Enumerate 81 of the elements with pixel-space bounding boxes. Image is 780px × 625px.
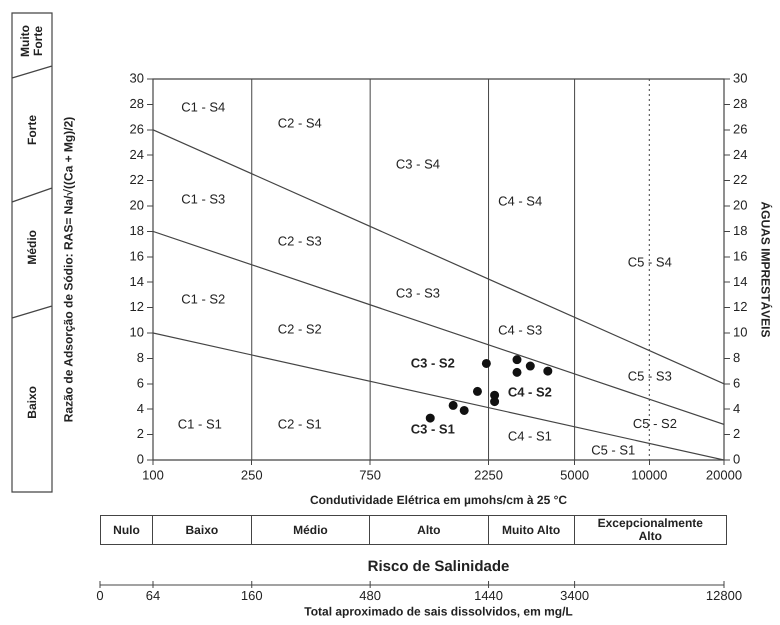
- x-tick-label: 250: [240, 467, 263, 482]
- annotation: C3 - S2: [410, 356, 455, 371]
- x-tick-label: 750: [359, 467, 381, 482]
- text: Muito Alto: [488, 515, 575, 545]
- annotation: C5 - S3: [628, 368, 672, 384]
- annotation: C2 - S2: [278, 322, 322, 337]
- annotation: C3 - S1: [410, 421, 455, 436]
- text: Baixo: [153, 515, 252, 545]
- text: Médio: [24, 230, 38, 264]
- text: Forte: [24, 115, 38, 145]
- y2-tick-label: 24: [733, 146, 748, 162]
- annotation: C2 - S4: [278, 116, 322, 131]
- annotation: C4 - S2: [508, 384, 552, 400]
- text: Baixo: [24, 386, 38, 418]
- y-tick-label: 30: [130, 70, 144, 86]
- y2-tick-label: 28: [733, 96, 748, 111]
- y-tick-label: 4: [136, 400, 144, 416]
- y2-axis-title: ÁGUAS IMPRESTÁVEIS: [758, 201, 772, 338]
- y-tick-label: 16: [130, 248, 144, 264]
- y-tick-label: 24: [130, 146, 144, 162]
- x-tick-label: 20000: [706, 467, 742, 482]
- annotation: C2 - S3: [278, 234, 322, 249]
- y2-tick-label: 30: [733, 70, 748, 86]
- y2-tick-label: 6: [733, 375, 740, 390]
- text: Médio: [252, 515, 370, 545]
- text: 12800: [706, 588, 742, 604]
- y-tick-label: 2: [136, 426, 144, 442]
- x-tick-label: 10000: [631, 467, 668, 482]
- y-tick-label: 14: [130, 274, 144, 289]
- text: Muito Forte: [18, 24, 45, 60]
- y-axis-title: Razão de Adsorção de Sódio: RAS= Na/√((Ca + Mg)/2): [62, 116, 76, 422]
- annotation: C3 - S3: [396, 285, 440, 300]
- y2-tick-label: 0: [733, 452, 740, 467]
- x-tick-label: 2250: [474, 467, 504, 482]
- text: Excepcionalmente Alto: [574, 515, 727, 545]
- annotation: C1 - S1: [178, 416, 222, 432]
- y-tick-label: 26: [130, 121, 144, 136]
- y2-tick-label: 16: [733, 248, 748, 264]
- y-tick-label: 0: [136, 452, 144, 467]
- y2-tick-label: 20: [733, 198, 748, 213]
- x-tick-label: 5000: [560, 467, 590, 482]
- annotation: C5 - S4: [628, 254, 672, 270]
- x-axis-title: Condutividade Elétrica em µmohs/cm à 25 °C: [310, 493, 568, 508]
- y2-tick-label: 8: [733, 350, 740, 365]
- text: 64: [146, 588, 160, 604]
- y-tick-label: 8: [136, 350, 144, 365]
- annotation: C4 - S3: [498, 322, 542, 338]
- text: Total aproximado de sais dissolvidos, em mg/L: [304, 604, 573, 618]
- x-tick-label: 100: [142, 467, 164, 482]
- annotation: C2 - S1: [278, 416, 322, 432]
- annotation: C5 - S1: [591, 442, 636, 458]
- text: 480: [359, 588, 381, 604]
- annotation: C1 - S2: [181, 292, 226, 307]
- y2-tick-label: 14: [733, 274, 748, 289]
- y-tick-label: 22: [130, 172, 144, 188]
- y-tick-label: 18: [130, 222, 144, 238]
- y2-tick-label: 18: [733, 222, 748, 238]
- text: 3400: [560, 588, 590, 604]
- text: Risco de Salinidade: [368, 558, 510, 575]
- text: Alto: [370, 515, 489, 545]
- y-tick-label: 6: [136, 375, 144, 390]
- annotation: C4 - S1: [508, 428, 552, 444]
- annotation: C5 - S2: [632, 416, 677, 431]
- y-tick-label: 20: [130, 198, 144, 213]
- annotation: C3 - S4: [396, 156, 440, 172]
- text: 1440: [474, 588, 504, 604]
- y-tick-label: 12: [130, 299, 144, 314]
- text: 160: [240, 588, 263, 604]
- y2-tick-label: 12: [733, 299, 748, 314]
- y2-tick-label: 10: [733, 324, 748, 340]
- y-tick-label: 10: [130, 324, 144, 340]
- y-tick-label: 28: [130, 96, 144, 111]
- y2-tick-label: 4: [733, 400, 740, 416]
- annotation: C1 - S4: [181, 100, 226, 115]
- text: 0: [96, 588, 104, 604]
- annotation: C4 - S4: [498, 194, 542, 209]
- y2-tick-label: 2: [733, 426, 740, 442]
- y2-tick-label: 22: [733, 172, 748, 188]
- annotation: C1 - S3: [181, 192, 226, 207]
- y2-tick-label: 26: [733, 121, 748, 136]
- text: Nulo: [100, 515, 153, 545]
